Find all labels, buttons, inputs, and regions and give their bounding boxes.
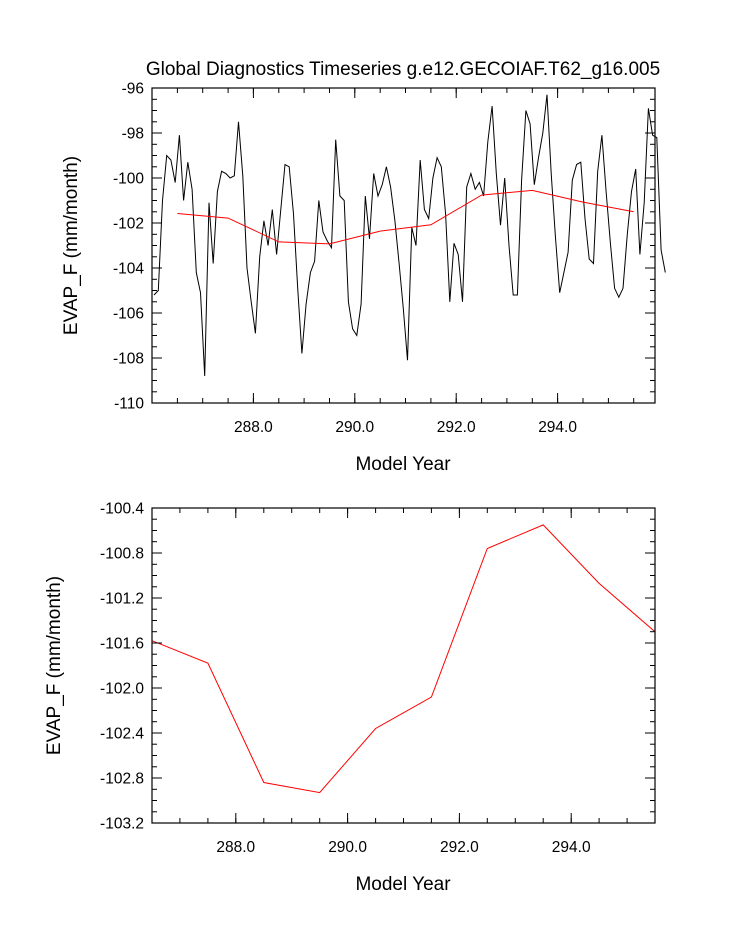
- plot-frame: [151, 87, 656, 404]
- y-tick-label: -103.2: [100, 816, 144, 833]
- y-tick-label: -101.6: [100, 636, 144, 653]
- y-tick-label: -102.0: [100, 681, 144, 698]
- y-tick-label: -110: [114, 396, 144, 413]
- chart-title: Global Diagnostics Timeseries g.e12.GECO…: [146, 59, 660, 80]
- y-tick-label: -102.8: [100, 771, 144, 788]
- x-tick-label: 288.0: [216, 839, 255, 856]
- x-tick-label: 290.0: [328, 839, 367, 856]
- annual-mean-panel: 288.0 290.0 292.0 294.0 -103.2 -102.8 -102.4 -1…: [44, 501, 656, 895]
- x-tick-label: 292.0: [437, 419, 476, 436]
- y-tick-label: -108: [113, 351, 144, 368]
- series-line-monthly: [153, 94, 666, 377]
- y-tick-label: -96: [122, 81, 144, 98]
- x-tick-label: 292.0: [440, 839, 479, 856]
- y-tick-label: -102.4: [100, 726, 144, 743]
- x-tick-label: 294.0: [552, 839, 591, 856]
- y-tick-label: -101.2: [100, 591, 144, 608]
- x-tick-label: 288.0: [234, 419, 273, 436]
- y-tick-label: -100.4: [100, 501, 144, 518]
- y-tick-label: -100: [113, 171, 144, 188]
- x-tick-label: 294.0: [538, 419, 577, 436]
- y-tick-label: -106: [113, 306, 144, 323]
- y-tick-label: -104: [113, 261, 144, 278]
- y-tick-label: -100.8: [100, 546, 144, 563]
- x-axis-label: Model Year: [355, 874, 451, 895]
- y-axis-label: EVAP_F (mm/month): [61, 156, 82, 335]
- series-line-annual-mean: [151, 524, 656, 794]
- timeseries-panel: Global Diagnostics Timeseries g.e12.GECO…: [61, 59, 666, 475]
- x-axis-label: Model Year: [355, 454, 451, 475]
- y-tick-label: -102: [113, 216, 144, 233]
- series-line-annual-mean: [177, 189, 634, 245]
- x-tick-label: 290.0: [335, 419, 374, 436]
- y-tick-label: -98: [122, 126, 144, 143]
- plot-frame: [151, 507, 656, 824]
- y-axis-label: EVAP_F (mm/month): [44, 576, 65, 755]
